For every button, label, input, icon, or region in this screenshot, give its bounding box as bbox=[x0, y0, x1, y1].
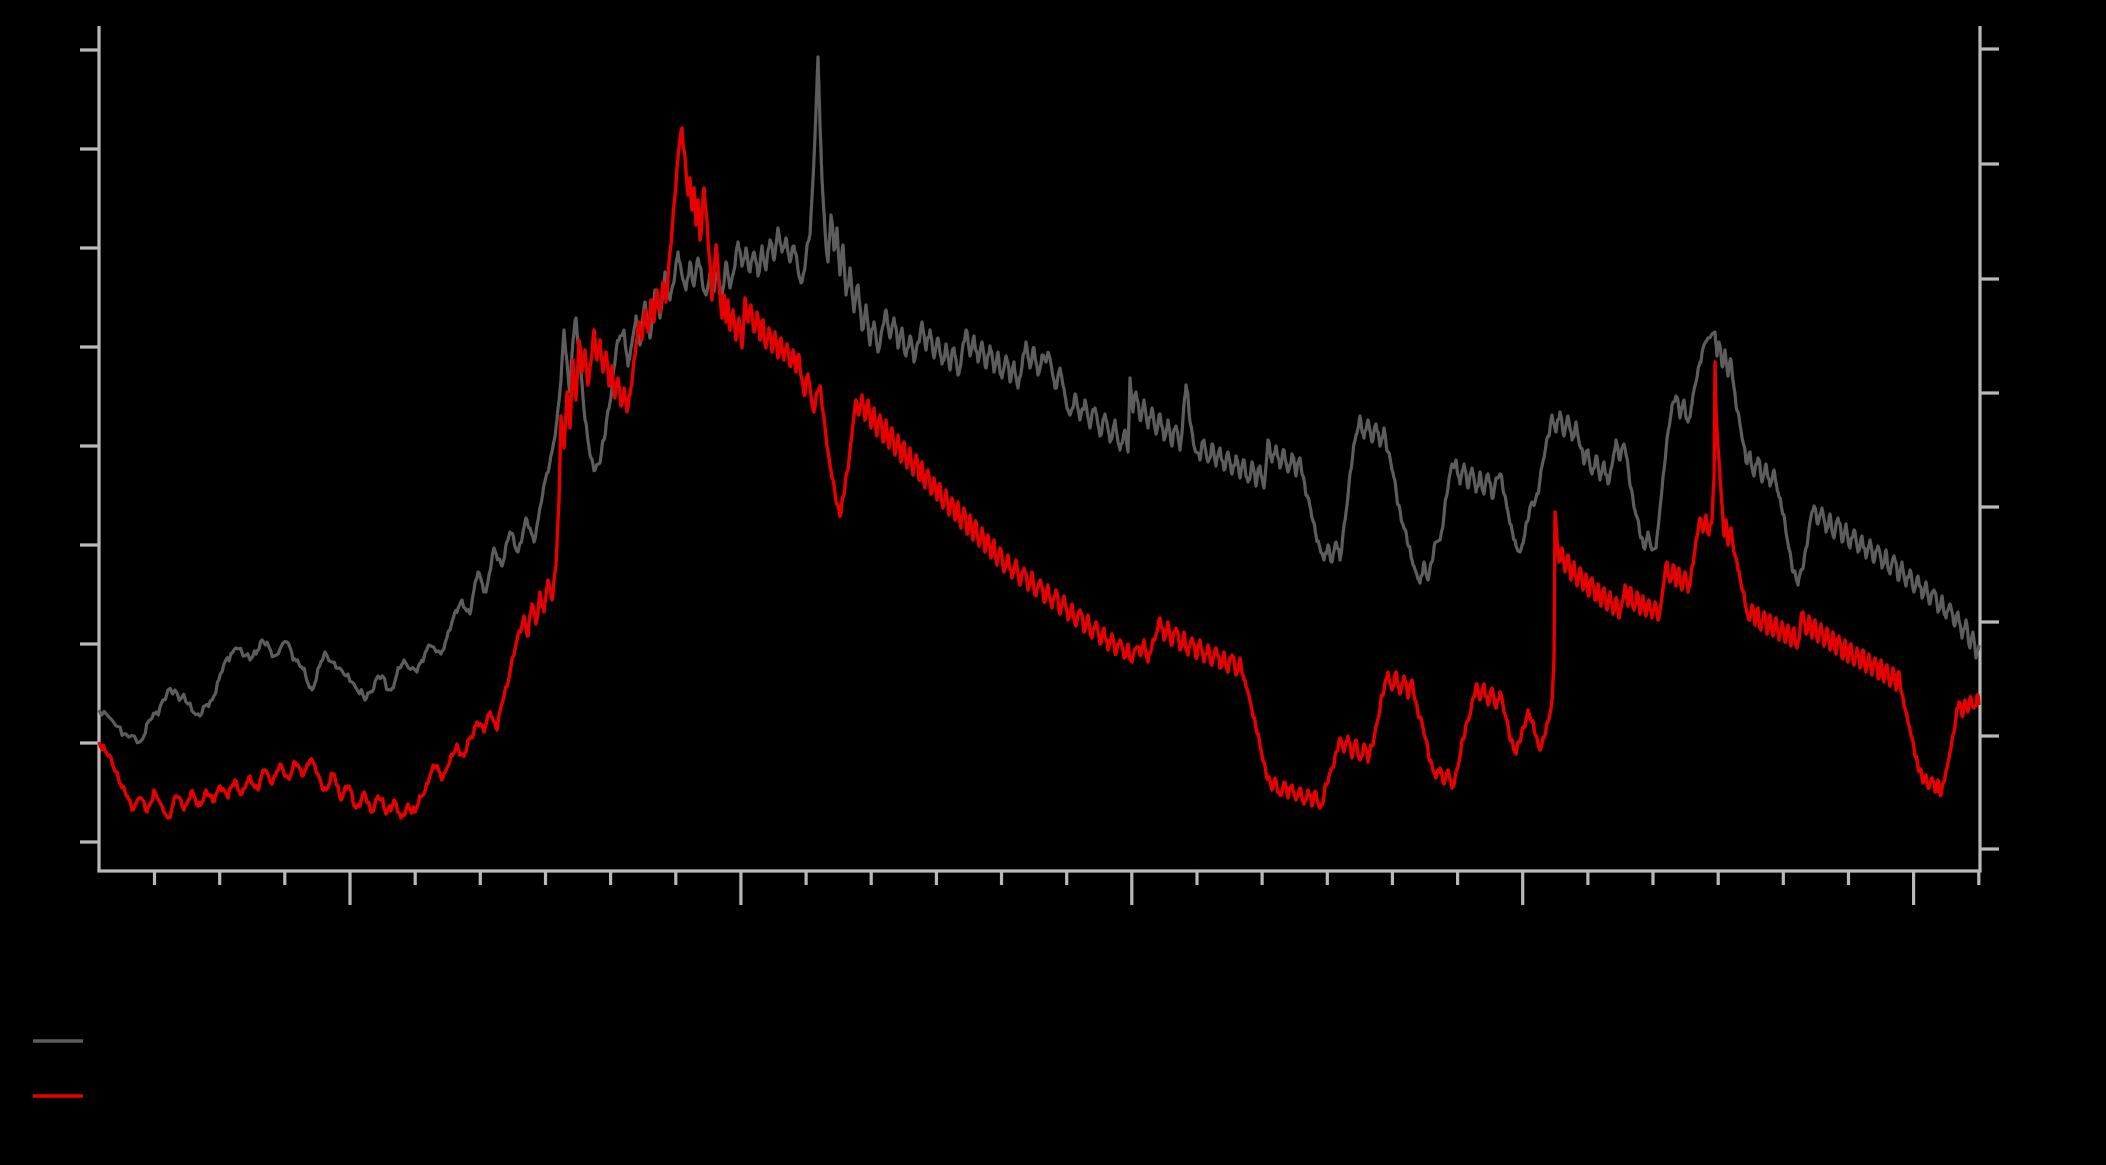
axes bbox=[80, 26, 1999, 905]
right-axis-ticks bbox=[1980, 47, 1999, 851]
left-axis-ticks bbox=[80, 48, 99, 844]
red-series-line bbox=[97, 126, 1981, 820]
legend bbox=[33, 1039, 83, 1098]
bottom-axis-ticks bbox=[152, 871, 1981, 905]
gray-series-line bbox=[97, 55, 1981, 745]
